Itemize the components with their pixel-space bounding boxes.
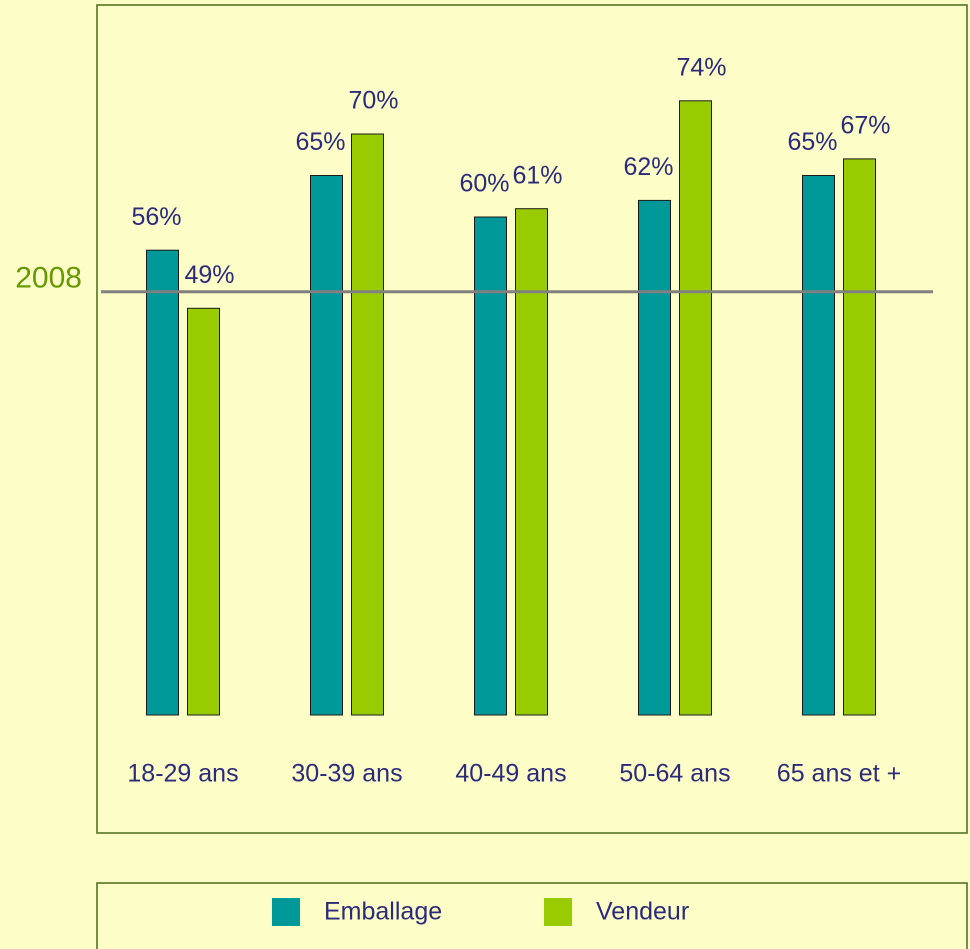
legend-frame: [96, 882, 968, 949]
reference-label: 2008: [15, 262, 82, 295]
bar: [638, 199, 671, 716]
value-label: 74%: [676, 53, 726, 81]
bar: [802, 175, 835, 716]
bar: [679, 100, 712, 716]
bar: [515, 208, 548, 716]
x-tick-label: 30-39 ans: [291, 760, 402, 788]
value-label: 70%: [348, 87, 398, 115]
legend-swatch: [272, 898, 300, 926]
legend-label: Emballage: [324, 898, 442, 926]
x-tick-label: 50-64 ans: [619, 760, 730, 788]
bar: [843, 158, 876, 716]
x-tick-label: 40-49 ans: [455, 760, 566, 788]
bar: [187, 307, 220, 716]
bar: [351, 133, 384, 716]
x-tick-label: 18-29 ans: [127, 760, 238, 788]
value-label: 61%: [512, 161, 562, 189]
value-label: 60%: [459, 170, 509, 198]
bar: [474, 216, 507, 716]
bar: [146, 249, 179, 716]
bar: [310, 175, 343, 716]
value-label: 49%: [184, 261, 234, 289]
legend-label: Vendeur: [596, 898, 689, 926]
legend-swatch: [544, 898, 572, 926]
value-label: 67%: [840, 112, 890, 140]
value-label: 65%: [295, 128, 345, 156]
x-tick-label: 65 ans et +: [777, 760, 901, 788]
value-label: 65%: [787, 128, 837, 156]
value-label: 62%: [623, 153, 673, 181]
value-label: 56%: [131, 203, 181, 231]
